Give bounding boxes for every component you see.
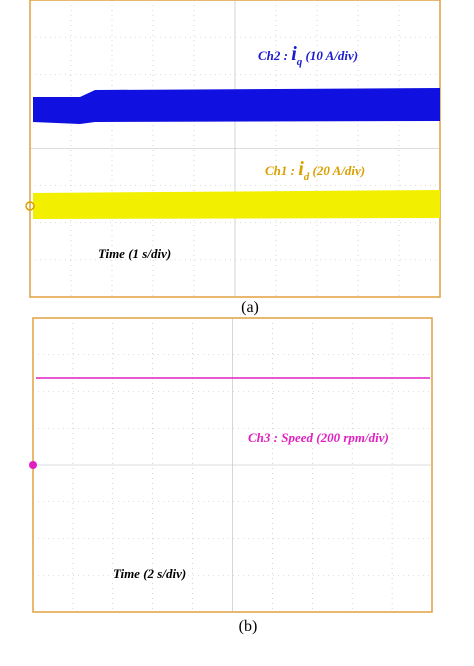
caption: (a) xyxy=(241,299,259,316)
iq-trace xyxy=(33,88,440,124)
id-trace xyxy=(33,190,440,219)
ch3-marker xyxy=(29,461,37,469)
ch1-marker xyxy=(25,201,35,211)
time-label: Time (1 s/div) xyxy=(98,246,171,261)
caption: (b) xyxy=(239,618,258,635)
scope-grids xyxy=(29,0,441,613)
ch3-label: Ch3 : Speed (200 rpm/div) xyxy=(248,430,389,445)
ch1-label: Ch1 : id (20 A/div) xyxy=(265,158,365,183)
time-label: Time (2 s/div) xyxy=(113,566,186,581)
ch2-label: Ch2 : iq (10 A/div) xyxy=(258,43,358,68)
